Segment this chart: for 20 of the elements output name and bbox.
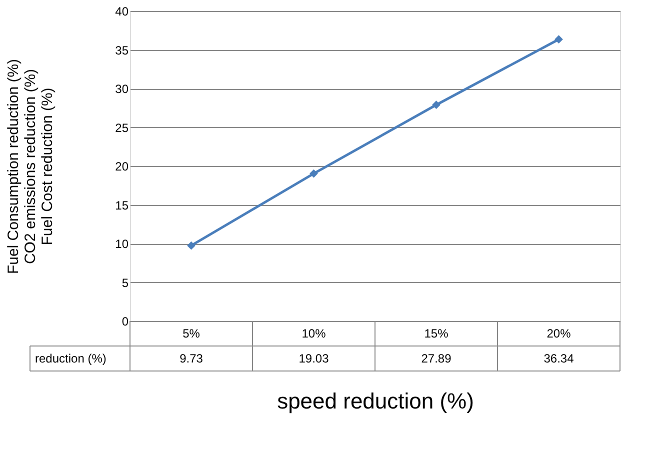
x-tick-label: 20% — [546, 326, 572, 340]
y-tick-label: 40 — [115, 4, 129, 18]
data-label: 19.03 — [298, 352, 330, 366]
y-tick-label: 35 — [115, 43, 129, 58]
y-tick-label: 0 — [122, 314, 129, 328]
y-tick-label: 15 — [115, 198, 129, 212]
data-label: 27.89 — [421, 352, 452, 366]
x-axis-title: speed reduction (%) — [277, 388, 474, 414]
x-tick-label: 5% — [182, 326, 200, 340]
y-tick-label: 5 — [122, 276, 129, 290]
y-tick-label: 25 — [115, 120, 129, 135]
data-label: 36.34 — [544, 352, 574, 366]
y-axis-title: Fuel Consumption reduction (%) CO2 emissions reduction (%) Fuel Cost reduction (%) — [5, 58, 56, 274]
data-label: 9.73 — [180, 352, 204, 366]
x-tick-label: 15% — [424, 326, 449, 340]
x-tick-label: 10% — [302, 326, 326, 340]
y-tick-label: 30 — [115, 82, 129, 96]
y-tick-label: 10 — [115, 237, 129, 251]
y-tick-label: 20 — [115, 160, 129, 174]
text: reduction (%) — [35, 352, 106, 366]
